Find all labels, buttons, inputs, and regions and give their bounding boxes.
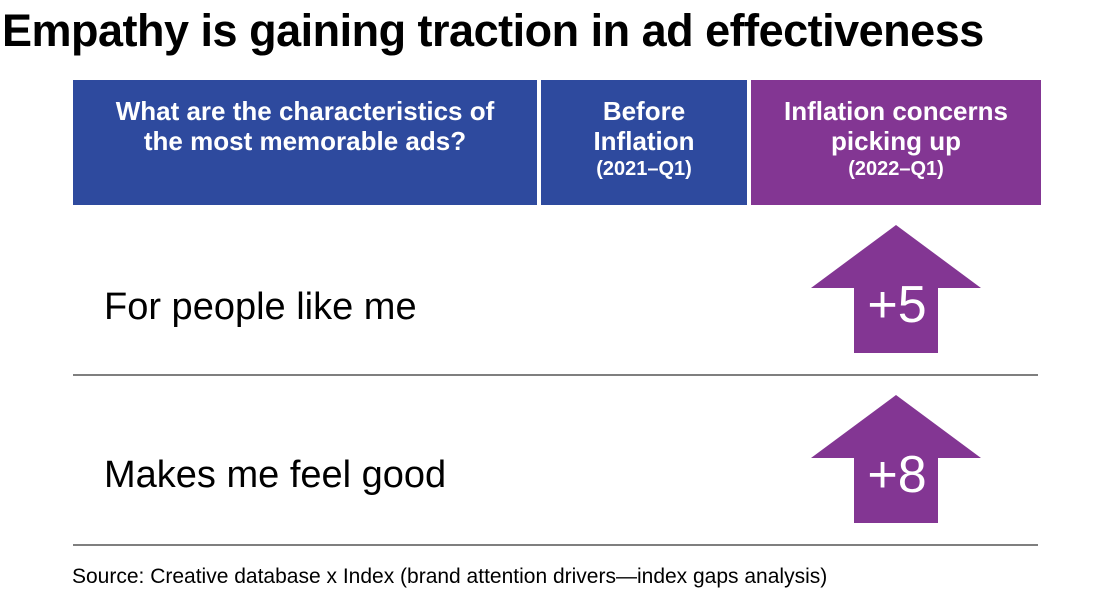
up-arrow-icon [811, 225, 981, 353]
change-indicator: +8 [811, 395, 981, 523]
after-period: (2022–Q1) [848, 158, 944, 180]
up-arrow-icon [811, 395, 981, 523]
before-period: (2021–Q1) [596, 158, 692, 180]
row-label: For people like me [104, 286, 417, 328]
change-value: +8 [867, 446, 927, 504]
row-label: Makes me feel good [104, 454, 447, 496]
page-title: Empathy is gaining traction in ad effect… [2, 5, 984, 56]
header-before-inflation: Before Inflation (2021–Q1) [541, 80, 747, 205]
after-label: Inflation concerns picking up [784, 96, 1008, 156]
question-text: What are the characteristics of the most… [115, 96, 495, 156]
before-label: Before Inflation [593, 96, 695, 156]
header-inflation-concerns: Inflation concerns picking up (2022–Q1) [751, 80, 1041, 205]
header-question: What are the characteristics of the most… [73, 80, 537, 205]
row-divider [73, 374, 1038, 376]
source-note: Source: Creative database x Index (brand… [72, 565, 828, 588]
row-divider [73, 544, 1038, 546]
change-indicator: +5 [811, 225, 981, 353]
change-value: +5 [867, 276, 927, 334]
